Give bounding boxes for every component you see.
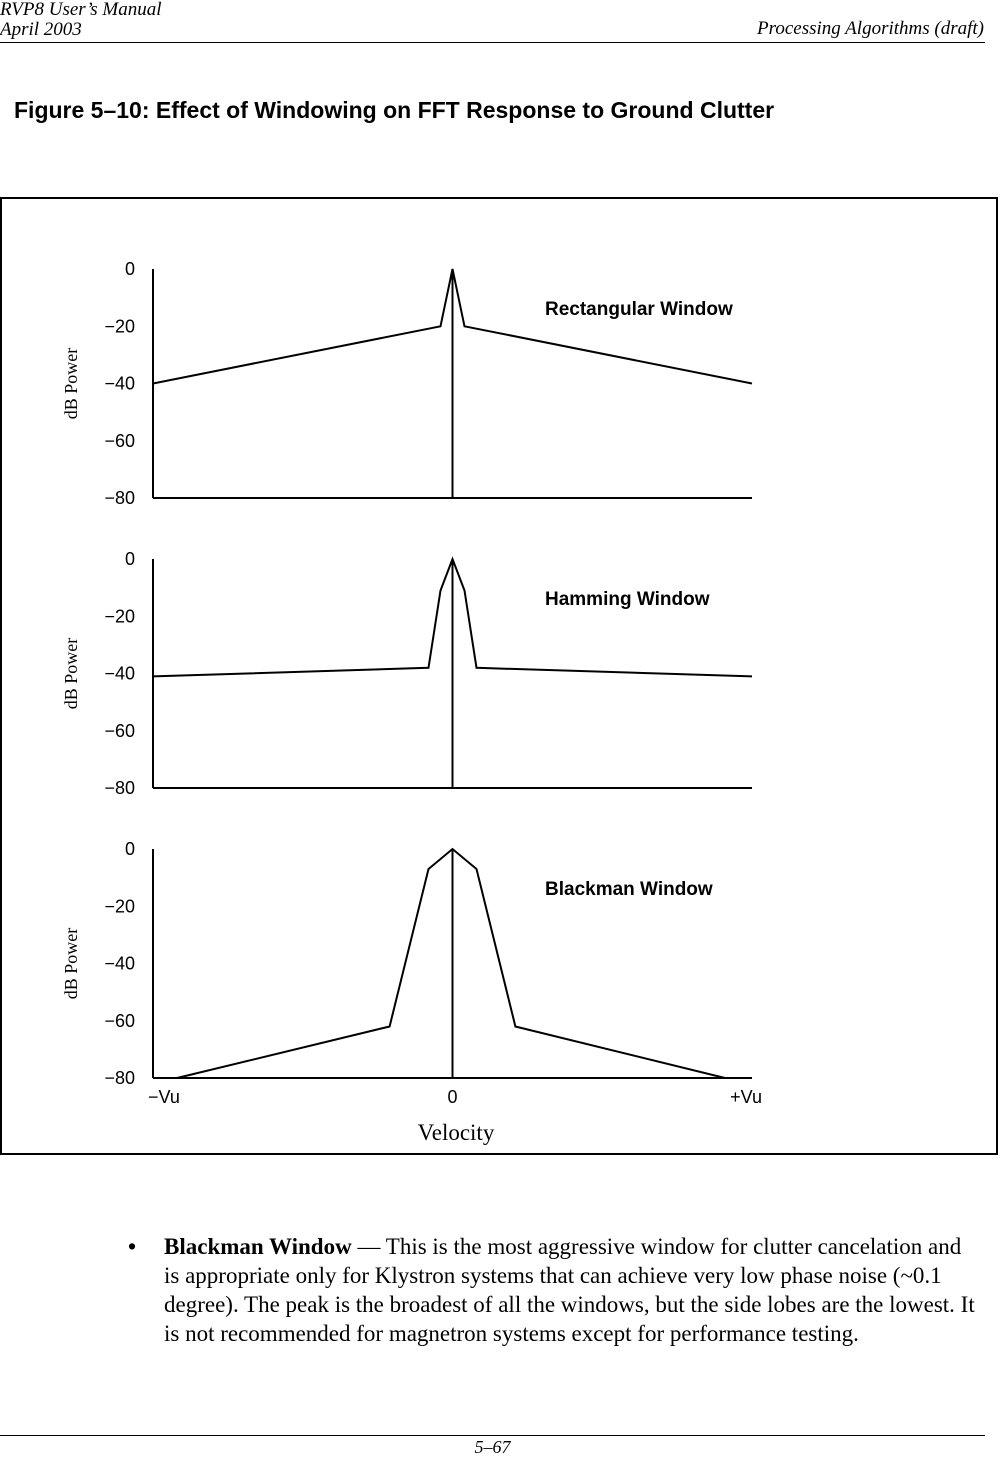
y-tick-label: −60	[104, 431, 135, 451]
footer-rule	[0, 1435, 985, 1436]
manual-date: April 2003	[0, 19, 82, 40]
figure-title: Figure 5–10: Effect of Windowing on FFT …	[14, 97, 775, 123]
x-tick-label: +Vu	[730, 1087, 762, 1107]
bullet-marker: •	[128, 1234, 137, 1259]
y-tick-label: −40	[104, 954, 135, 974]
y-tick-label: −60	[104, 1011, 135, 1031]
y-tick-label: −20	[104, 606, 135, 626]
running-header-left: RVP8 User’s Manual April 2003	[0, 0, 162, 40]
spectrum-line	[152, 268, 753, 385]
spectrum-line	[152, 556, 753, 678]
bullet-term: Blackman Window	[164, 1234, 352, 1259]
y-tick-label: 0	[125, 839, 135, 859]
bullet-item: • Blackman Window — This is the most agg…	[128, 1232, 978, 1348]
rectangular-window-panel: 0 −20 −40 −60 −80 dB Power Rectangular Window	[61, 259, 753, 508]
x-axis-label: Velocity	[418, 1120, 495, 1145]
header-rule	[0, 42, 985, 43]
y-tick-label: −80	[104, 488, 135, 508]
figure-frame: 0 −20 −40 −60 −80 dB Power Rectangular Window 0…	[0, 197, 998, 1155]
y-tick-label: 0	[125, 259, 135, 279]
x-tick-label: −Vu	[148, 1087, 180, 1107]
y-axis-label: dB Power	[61, 638, 81, 710]
window-label: Hamming Window	[545, 589, 710, 610]
window-label: Rectangular Window	[545, 299, 733, 320]
y-tick-label: 0	[125, 549, 135, 569]
y-tick-label: −80	[104, 1068, 135, 1088]
y-tick-label: −40	[104, 374, 135, 394]
y-axis-label: dB Power	[61, 348, 81, 420]
manual-title: RVP8 User’s Manual	[0, 0, 162, 20]
y-tick-label: −40	[104, 664, 135, 684]
spectrum-line	[176, 847, 726, 1079]
y-tick-label: −20	[104, 316, 135, 336]
blackman-window-panel: 0 −20 −40 −60 −80 dB Power Blackman Window	[61, 839, 752, 1088]
bullet-description: — This is the most aggressive window for…	[164, 1234, 975, 1346]
y-axis-label: dB Power	[61, 928, 81, 1000]
x-tick-label: 0	[447, 1087, 457, 1107]
y-tick-label: −60	[104, 721, 135, 741]
window-label: Blackman Window	[545, 879, 713, 900]
bullet-paragraph: Blackman Window — This is the most aggre…	[164, 1232, 978, 1348]
hamming-window-panel: 0 −20 −40 −60 −80 dB Power Hamming Window	[61, 549, 753, 798]
y-tick-label: −20	[104, 896, 135, 916]
page-number: 5–67	[474, 1437, 511, 1457]
section-title: Processing Algorithms (draft)	[757, 18, 984, 39]
y-tick-label: −80	[104, 778, 135, 798]
